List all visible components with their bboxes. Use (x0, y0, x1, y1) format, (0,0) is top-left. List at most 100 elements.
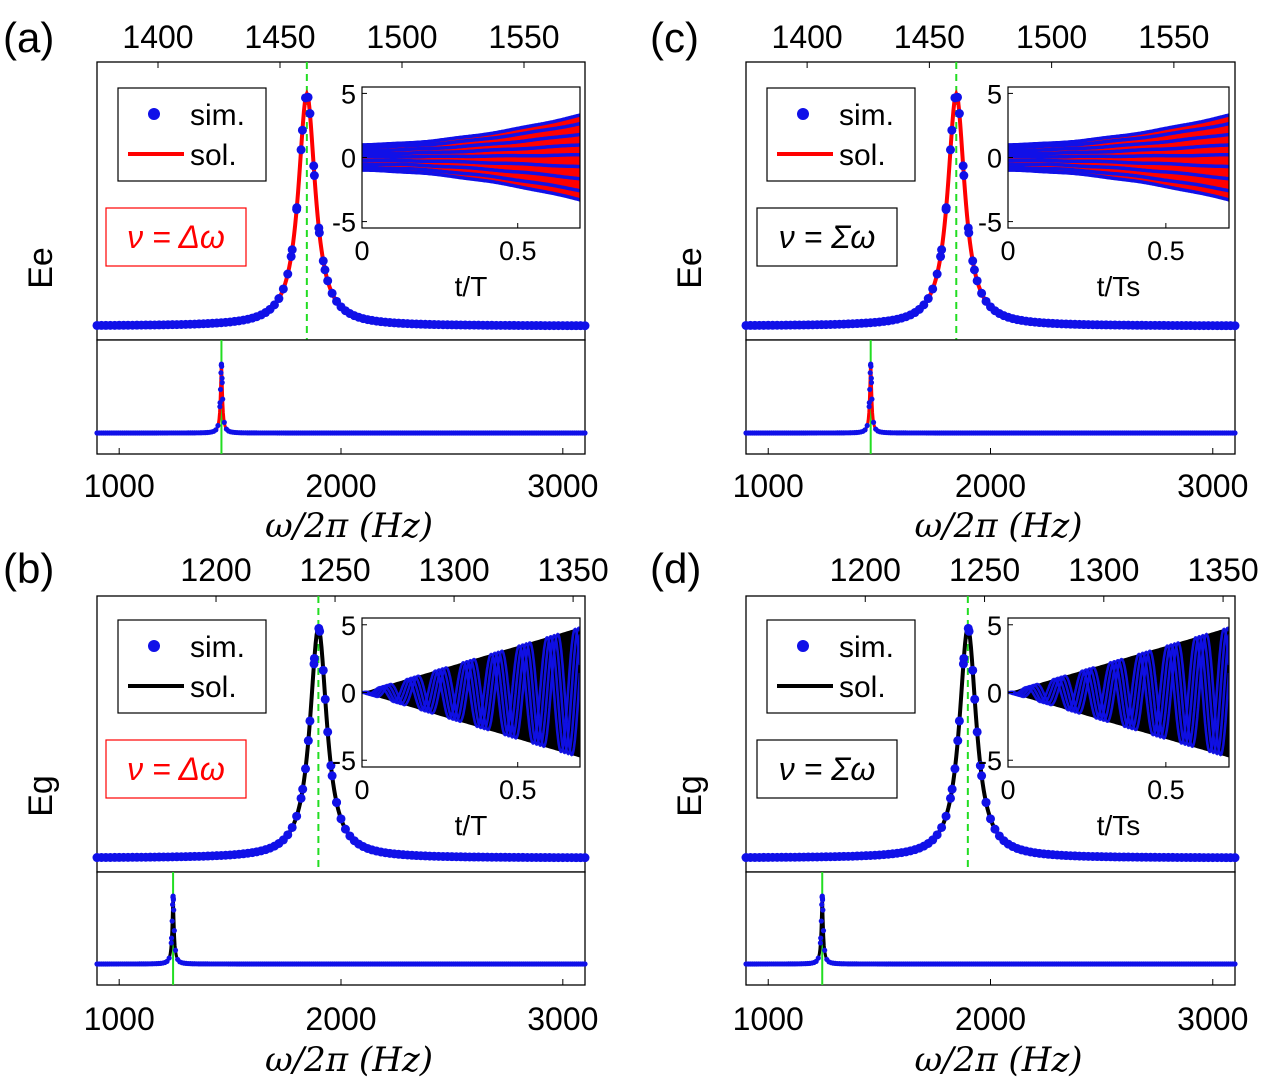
y-axis-label: Eg (22, 775, 60, 817)
sim-point (327, 771, 337, 781)
legend-sim-marker (797, 640, 809, 652)
sim-point (332, 797, 342, 807)
sub-sim-point (220, 396, 226, 402)
inset-y-tick-label: -5 (332, 746, 356, 776)
sim-point (315, 626, 325, 636)
sub-sim-point (169, 918, 175, 924)
legend-sim-marker (148, 640, 160, 652)
inset-x-tick-label: 0.5 (1147, 775, 1185, 805)
sim-point (958, 659, 968, 669)
sim-point (283, 269, 293, 279)
sub-sim-point (213, 427, 219, 433)
top-tick-label: 1400 (772, 19, 843, 55)
sim-point (919, 300, 929, 310)
sim-point (296, 145, 306, 155)
inset: 50-50 0.5t/Ts (978, 79, 1230, 302)
inset-sim-trace (362, 121, 580, 150)
sim-markers (92, 92, 590, 331)
sim-point (314, 228, 324, 238)
sim-point (1230, 321, 1240, 331)
inset-x-tick-label: 0 (354, 236, 369, 266)
sub-frame (745, 339, 1236, 455)
sim-point (932, 269, 942, 279)
inset-x-axis-label: t/Ts (1097, 271, 1141, 302)
annotation-box (105, 207, 247, 267)
legend-sim-label: sim. (190, 99, 245, 132)
sim-markers (741, 92, 1240, 331)
sim-point (292, 811, 302, 821)
inset-sim-trace (362, 627, 580, 754)
legend-sim-label: sim. (839, 631, 894, 664)
sim-point (297, 125, 307, 135)
sim-point (977, 771, 987, 781)
annotation-box (105, 739, 247, 799)
sub-sim-point (1232, 430, 1238, 436)
sim-point (305, 109, 315, 119)
panel-letter: (b) (3, 545, 54, 592)
top-tick-label: 1450 (894, 19, 965, 55)
sub-sim-markers (743, 893, 1238, 967)
top-tick-label: 1200 (180, 552, 251, 588)
sub-sim-point (817, 940, 824, 946)
legend-sim-label: sim. (190, 631, 245, 664)
sim-point (309, 171, 319, 181)
sub-frame (745, 871, 1236, 986)
sim-point (947, 784, 957, 794)
legend-box (766, 87, 916, 182)
bottom-tick-label: 2000 (305, 468, 376, 504)
sub-sim-point (217, 404, 223, 410)
sim-point (970, 694, 980, 704)
sim-point (964, 626, 974, 636)
inset-sim-trace (362, 153, 580, 159)
sim-point (969, 265, 979, 275)
sub-sim-markers (94, 893, 588, 967)
bottom-tick-label: 2000 (955, 1001, 1026, 1037)
sim-point (941, 811, 951, 821)
sim-point (323, 727, 333, 737)
sim-point (945, 793, 955, 803)
inset-y-tick-label: 5 (987, 611, 1002, 641)
sim-point (947, 125, 957, 135)
sim-point (296, 793, 306, 803)
sim-point (303, 736, 313, 746)
sim-point (336, 814, 346, 824)
sim-point (953, 92, 962, 102)
inset-y-tick-label: 5 (341, 79, 356, 109)
bottom-tick-label: 2000 (305, 1001, 376, 1037)
sub-sim-point (221, 419, 227, 425)
sub-sim-point (170, 902, 176, 908)
inset-sim-trace (1008, 162, 1229, 181)
sub-sim-point (866, 404, 872, 410)
top-tick-label: 1250 (299, 552, 370, 588)
annotation-box (756, 739, 898, 799)
sim-point (923, 294, 933, 304)
top-tick-label: 1350 (538, 552, 609, 588)
inset-y-tick-label: -5 (978, 208, 1002, 238)
sim-point (287, 245, 297, 255)
sub-sim-point (815, 955, 821, 961)
inset-traces (1008, 626, 1229, 758)
inset-sim-trace (1008, 121, 1229, 150)
top-tick-label: 1300 (418, 552, 489, 588)
sub-sim-point (819, 902, 825, 908)
inset-y-tick-label: 5 (341, 611, 356, 641)
inset-x-tick-label: 0.5 (499, 236, 537, 266)
sim-markers (741, 623, 1240, 863)
panel-letter: (d) (650, 545, 701, 592)
sim-point (968, 256, 978, 266)
sim-point (274, 294, 284, 304)
legend-sim-marker (797, 108, 809, 120)
bottom-tick-label: 3000 (527, 468, 598, 504)
legend-box (766, 619, 916, 714)
inset: 50-50 0.5t/T (332, 79, 581, 302)
sub-sim-point (867, 386, 873, 393)
sim-point (286, 252, 296, 262)
sub-sim-point (170, 895, 176, 901)
sim-point (977, 288, 987, 298)
sim-point (309, 659, 319, 669)
inset-sim-trace (1008, 153, 1229, 159)
bottom-tick-label: 1000 (733, 468, 804, 504)
sub-sim-point (819, 895, 826, 901)
x-axis-label: ω/2π (Hz) (914, 506, 1082, 546)
y-axis-label: Eg (671, 775, 709, 817)
